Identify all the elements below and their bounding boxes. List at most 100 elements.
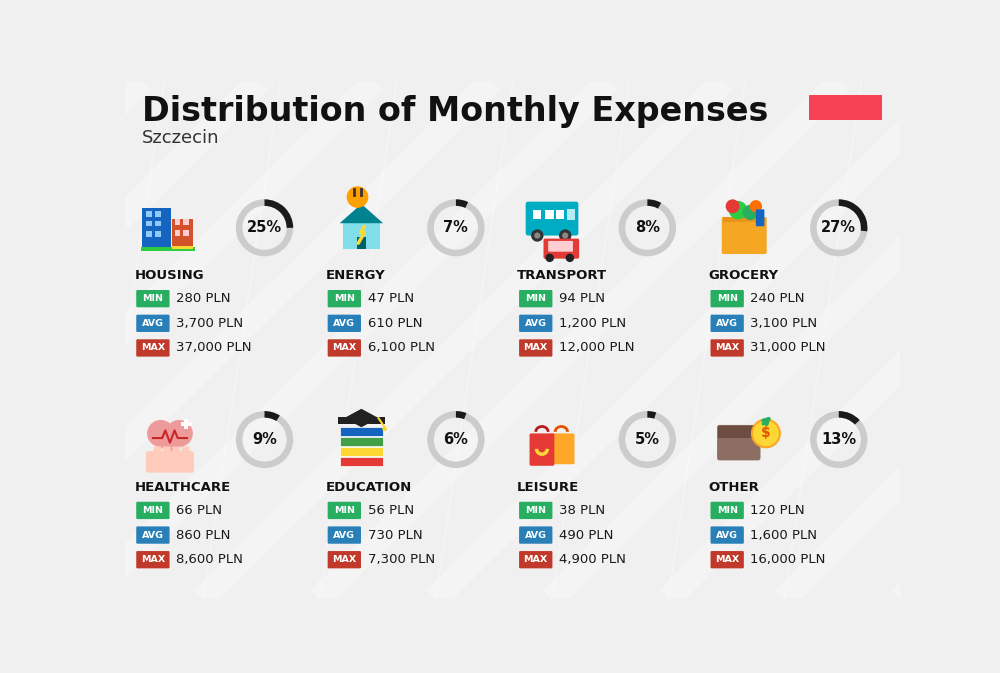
FancyBboxPatch shape [175,219,180,225]
Circle shape [545,254,554,262]
FancyBboxPatch shape [172,246,193,250]
Circle shape [147,420,174,447]
FancyBboxPatch shape [136,315,170,332]
FancyBboxPatch shape [328,290,361,308]
FancyBboxPatch shape [183,219,189,225]
FancyBboxPatch shape [146,451,194,472]
Circle shape [166,420,193,447]
Text: GROCERY: GROCERY [709,269,779,283]
FancyBboxPatch shape [519,526,552,544]
Polygon shape [148,437,192,455]
Text: 6,100 PLN: 6,100 PLN [368,341,435,355]
FancyBboxPatch shape [530,433,554,466]
Text: 490 PLN: 490 PLN [559,528,613,542]
Text: 16,000 PLN: 16,000 PLN [750,553,826,566]
FancyBboxPatch shape [711,290,744,308]
Text: MAX: MAX [332,343,356,353]
Text: 5%: 5% [635,432,660,447]
Text: MIN: MIN [142,294,163,303]
Wedge shape [619,411,676,468]
Text: MIN: MIN [334,294,355,303]
Text: HOUSING: HOUSING [134,269,204,283]
Text: OTHER: OTHER [709,481,759,494]
Text: EDUCATION: EDUCATION [326,481,412,494]
FancyBboxPatch shape [136,502,170,519]
FancyBboxPatch shape [184,419,188,429]
Wedge shape [839,411,860,425]
Text: 7%: 7% [443,220,468,236]
Text: MAX: MAX [715,555,739,564]
Text: 12,000 PLN: 12,000 PLN [559,341,635,355]
Text: 27%: 27% [821,220,856,236]
FancyBboxPatch shape [343,223,380,250]
Text: AVG: AVG [716,319,738,328]
Text: MIN: MIN [525,294,546,303]
Text: 3,700 PLN: 3,700 PLN [176,317,243,330]
FancyBboxPatch shape [526,202,578,236]
FancyBboxPatch shape [146,232,152,237]
Text: MIN: MIN [717,506,738,515]
Text: AVG: AVG [333,530,355,540]
Wedge shape [647,199,661,209]
FancyBboxPatch shape [172,219,193,250]
Wedge shape [236,411,293,468]
Wedge shape [427,411,485,468]
Wedge shape [839,199,867,232]
FancyBboxPatch shape [548,433,574,464]
Wedge shape [810,199,867,256]
Text: MAX: MAX [141,343,165,353]
FancyBboxPatch shape [328,339,361,357]
FancyBboxPatch shape [340,448,383,456]
FancyBboxPatch shape [136,290,170,308]
Wedge shape [236,199,293,256]
FancyBboxPatch shape [545,210,554,219]
FancyBboxPatch shape [172,446,180,457]
Circle shape [566,254,574,262]
Circle shape [562,232,568,239]
FancyBboxPatch shape [711,526,744,544]
Circle shape [347,186,368,208]
Text: AVG: AVG [525,319,547,328]
FancyBboxPatch shape [146,211,152,217]
FancyBboxPatch shape [519,502,552,519]
Wedge shape [810,411,867,468]
FancyBboxPatch shape [756,209,764,226]
Text: AVG: AVG [333,319,355,328]
Text: AVG: AVG [716,530,738,540]
Circle shape [534,232,540,239]
Wedge shape [456,199,468,208]
Text: TRANSPORT: TRANSPORT [517,269,607,283]
FancyBboxPatch shape [519,339,552,357]
FancyBboxPatch shape [357,237,366,250]
FancyBboxPatch shape [556,210,564,219]
Text: AVG: AVG [525,530,547,540]
FancyBboxPatch shape [548,241,573,252]
FancyBboxPatch shape [519,290,552,308]
Text: Distribution of Monthly Expenses: Distribution of Monthly Expenses [142,95,768,128]
FancyBboxPatch shape [717,425,761,460]
FancyBboxPatch shape [519,551,552,569]
Text: 860 PLN: 860 PLN [176,528,231,542]
Text: 7,300 PLN: 7,300 PLN [368,553,435,566]
FancyBboxPatch shape [182,446,189,457]
FancyBboxPatch shape [711,315,744,332]
Text: 1,200 PLN: 1,200 PLN [559,317,626,330]
Text: $: $ [761,427,771,440]
Text: 9%: 9% [252,432,277,447]
FancyBboxPatch shape [154,446,161,457]
FancyBboxPatch shape [146,221,152,226]
FancyBboxPatch shape [328,526,361,544]
Text: 13%: 13% [821,432,856,447]
FancyBboxPatch shape [140,247,195,251]
Text: 8%: 8% [635,220,660,236]
Text: MIN: MIN [717,294,738,303]
Text: 610 PLN: 610 PLN [368,317,422,330]
Polygon shape [344,409,378,427]
FancyBboxPatch shape [718,426,760,438]
FancyBboxPatch shape [163,446,171,457]
Wedge shape [647,411,656,419]
Wedge shape [264,199,293,228]
FancyBboxPatch shape [711,502,744,519]
Text: Szczecin: Szczecin [142,129,220,147]
FancyBboxPatch shape [328,551,361,569]
